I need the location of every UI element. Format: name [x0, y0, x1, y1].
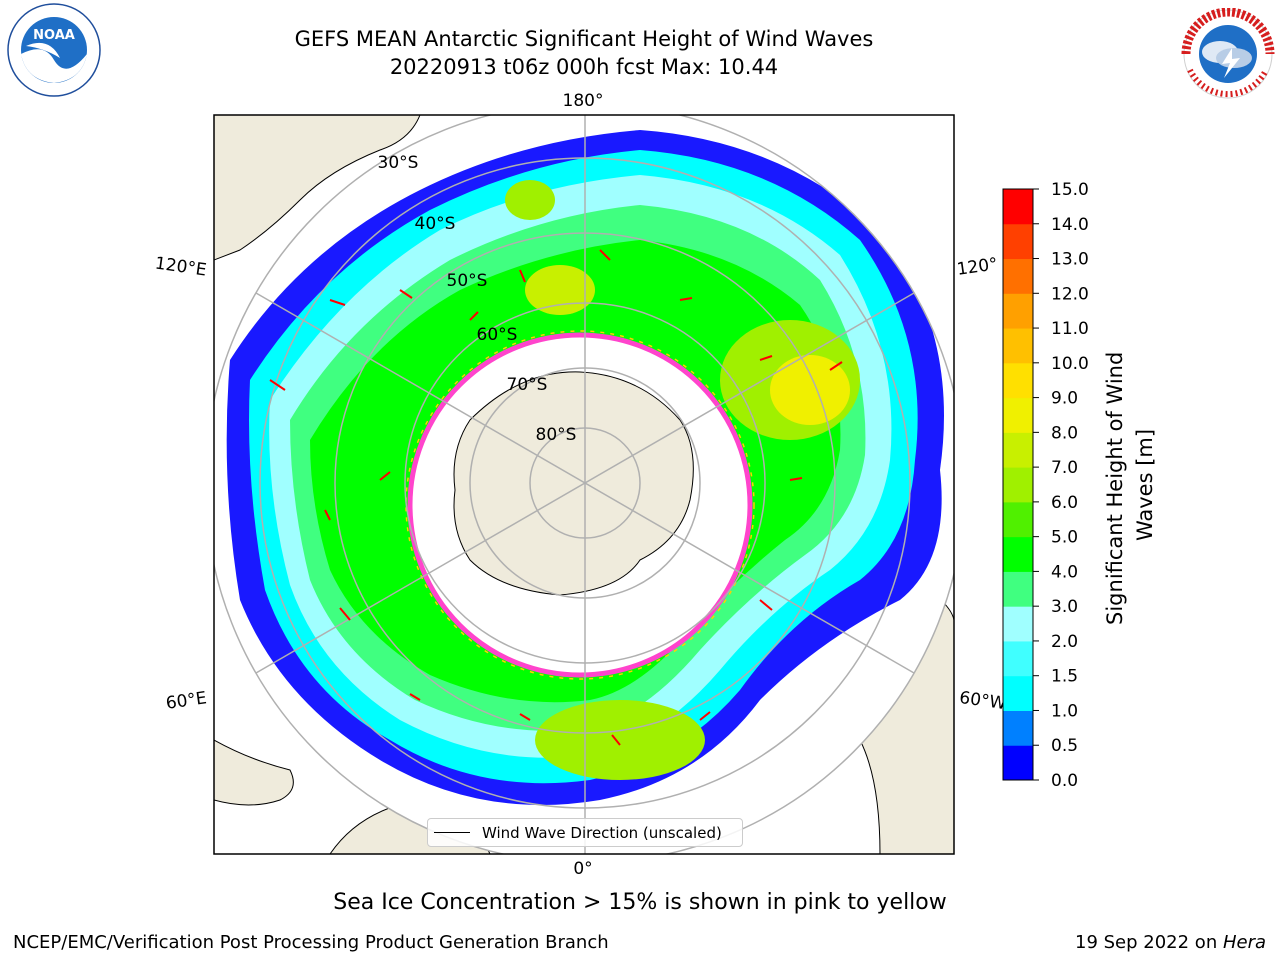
- colorbar-segment: [1003, 675, 1033, 711]
- lon-label-180: 180°: [563, 91, 604, 111]
- colorbar-segment: [1003, 745, 1033, 781]
- colorbar-segment: [1003, 606, 1033, 642]
- colorbar-segment: [1003, 432, 1033, 468]
- lon-label-120w: 120°: [956, 254, 999, 280]
- legend-line-icon: [434, 832, 470, 833]
- sea-ice-edge: [407, 332, 753, 678]
- colorbar-tick-label: 11.0: [1051, 319, 1089, 339]
- colorbar-tick-label: 4.0: [1051, 562, 1078, 582]
- colorbar-label-line-2: Waves [m]: [1133, 429, 1157, 541]
- lat-label-70s: 70°S: [507, 375, 548, 395]
- colorbar-segment: [1003, 640, 1033, 677]
- map-frame: [213, 114, 955, 855]
- lon-label-120e: 120°E: [154, 254, 208, 281]
- colorbar-segment: [1003, 501, 1033, 538]
- colorbar-tick-label: 3.0: [1051, 597, 1078, 617]
- lat-label-40s: 40°S: [415, 214, 456, 234]
- lat-label-30s: 30°S: [378, 153, 419, 173]
- colorbar-tick-label: 1.5: [1051, 667, 1078, 687]
- colorbar-segment: [1003, 397, 1033, 433]
- wind-wave-arrows: [269, 249, 843, 746]
- colorbar-segment: [1003, 223, 1033, 260]
- colorbar-tick-label: 5.0: [1051, 528, 1078, 548]
- chart-title: GEFS MEAN Antarctic Significant Height o…: [294, 27, 874, 51]
- sea-ice-caption: Sea Ice Concentration > 15% is shown in …: [333, 890, 947, 915]
- footer-credit: NCEP/EMC/Verification Post Processing Pr…: [13, 932, 609, 953]
- nws-logo: [1181, 8, 1275, 99]
- lon-label-60e: 60°E: [165, 688, 208, 713]
- colorbar-segment: [1003, 467, 1033, 503]
- colorbar-label-line-1: Significant Height of Wind: [1103, 352, 1127, 625]
- colorbar-segment: [1003, 293, 1033, 329]
- map-legend: Wind Wave Direction (unscaled): [427, 818, 743, 847]
- colorbar-tick-label: 0.0: [1051, 771, 1078, 791]
- lon-label-60w: 60°W: [958, 688, 1007, 714]
- colorbar-tick-label: 12.0: [1051, 284, 1089, 304]
- colorbar-segment: [1003, 328, 1033, 364]
- colorbar-label: Significant Height of Wind Waves [m]: [1103, 345, 1157, 625]
- footer-date: 19 Sep 2022 on Hera: [1075, 932, 1266, 953]
- colorbar-segment: [1003, 258, 1033, 294]
- colorbar-tick-label: 15.0: [1051, 180, 1089, 200]
- graticule: [214, 115, 954, 854]
- colorbar-tick-label: 2.0: [1051, 632, 1078, 652]
- colorbar-segment: [1003, 571, 1033, 607]
- colorbar-tick-label: 14.0: [1051, 215, 1089, 235]
- lon-label-0: 0°: [573, 859, 592, 879]
- colorbar-tick-label: 13.0: [1051, 250, 1089, 270]
- lat-label-60s: 60°S: [477, 325, 518, 345]
- colorbar-segment: [1003, 710, 1033, 746]
- antarctica-land: [453, 371, 694, 596]
- africa-land: [214, 739, 294, 806]
- colorbar-tick-label: 0.5: [1051, 736, 1078, 756]
- colorbar-tick-label: 7.0: [1051, 458, 1078, 478]
- colorbar-frame: [1002, 188, 1034, 781]
- footer-date-text: 19 Sep 2022 on: [1075, 932, 1223, 953]
- colorbar: 0.0 0.5 1.0 1.5 2.0 3.0 4.0 5.0 6.0 7.0 8.0 9.0 10.0…: [1002, 180, 1089, 791]
- colorbar-segment: [1003, 362, 1033, 399]
- colorbar-tick-label: 9.0: [1051, 389, 1078, 409]
- colorbar-segment: [1003, 536, 1033, 572]
- footer-host: Hera: [1222, 932, 1266, 953]
- lat-label-50s: 50°S: [447, 271, 488, 291]
- australia-land: [214, 115, 421, 261]
- legend-label: Wind Wave Direction (unscaled): [482, 823, 722, 842]
- colorbar-tick-label: 8.0: [1051, 423, 1078, 443]
- lat-label-80s: 80°S: [536, 425, 577, 445]
- colorbar-tick-label: 1.0: [1051, 701, 1078, 721]
- colorbar-tick-label: 10.0: [1051, 354, 1089, 374]
- colorbar-segment: [1003, 189, 1033, 225]
- noaa-logo-text: NOAA: [33, 28, 75, 43]
- chart-subtitle: 20220913 t06z 000h fcst Max: 10.44: [389, 55, 779, 79]
- noaa-logo: NOAA: [7, 3, 101, 97]
- colorbar-tick-label: 6.0: [1051, 493, 1078, 513]
